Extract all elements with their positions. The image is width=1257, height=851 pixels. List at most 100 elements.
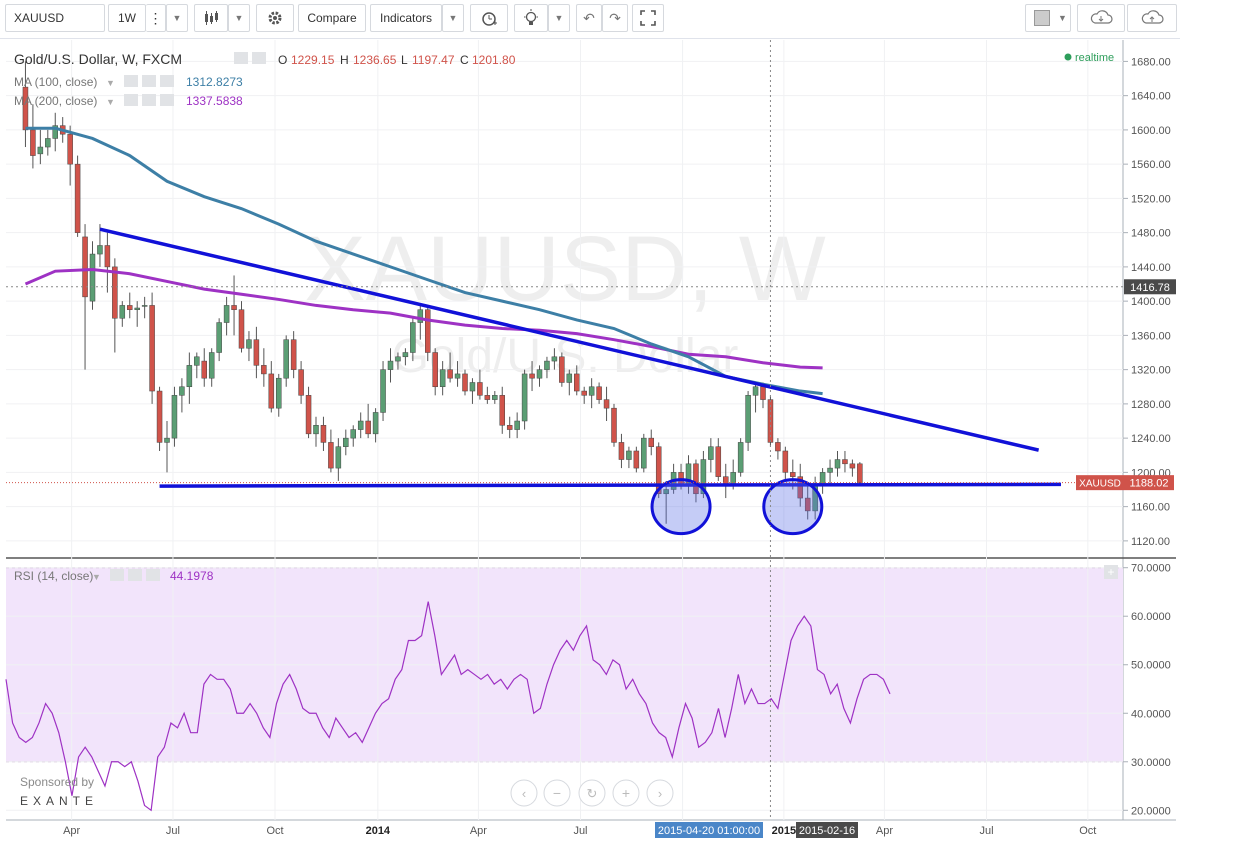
ma100-legend-chevron-icon[interactable]: ▼ xyxy=(106,78,115,88)
scroll-right-button[interactable] xyxy=(646,779,674,807)
crosshair-price-label: 1416.78 xyxy=(1130,282,1170,294)
candle-body xyxy=(268,373,275,409)
candle-body xyxy=(45,138,51,148)
rsi-tick-label: 50.0000 xyxy=(1131,660,1171,672)
candle-body xyxy=(313,425,319,435)
candle-body xyxy=(156,390,163,443)
alert-button[interactable] xyxy=(470,4,508,32)
candle-body xyxy=(52,125,58,139)
time-tick-label: 2014 xyxy=(366,825,391,837)
save-chart-button[interactable] xyxy=(1127,4,1177,32)
crosshair xyxy=(6,40,1123,820)
candle-body xyxy=(335,446,342,469)
candle xyxy=(313,416,319,447)
candle-body xyxy=(134,307,140,310)
compare-label: Compare xyxy=(307,11,357,25)
rsi-maximize-button[interactable] xyxy=(1104,565,1118,579)
candle-body xyxy=(417,309,424,323)
candle-body xyxy=(380,369,386,413)
candle xyxy=(201,348,207,387)
fullscreen-button[interactable] xyxy=(632,4,664,32)
candle xyxy=(127,292,133,319)
chart-style-chevron-icon[interactable]: ▼ xyxy=(228,4,250,32)
candle xyxy=(834,450,841,477)
square-icon xyxy=(1034,10,1050,26)
rsi-tick-label: 20.0000 xyxy=(1131,805,1171,817)
redo-button[interactable]: ↷ xyxy=(602,4,628,32)
candle-body xyxy=(30,129,36,156)
candle-body xyxy=(164,437,170,443)
candle xyxy=(290,331,297,379)
candle-body xyxy=(529,373,535,379)
indicators-chevron-icon[interactable]: ▼ xyxy=(442,4,464,32)
symbol-search-input[interactable]: XAUUSD xyxy=(5,4,105,32)
legend-title-buttons[interactable] xyxy=(234,52,266,64)
time-scale: AprJulOct2014AprJulOct2015AprJulOct xyxy=(63,825,1096,837)
ma200-legend-buttons[interactable] xyxy=(124,94,174,106)
candle-body xyxy=(588,386,595,396)
candle xyxy=(581,386,587,404)
candle xyxy=(67,125,73,186)
undo-icon: ↶ xyxy=(583,9,595,26)
more-intervals-icon[interactable]: ⋮ xyxy=(146,4,166,32)
time-tick-label: Apr xyxy=(63,825,80,837)
minus-icon: − xyxy=(553,785,561,801)
time-tick-label: 2015 xyxy=(772,825,796,837)
candle xyxy=(499,386,505,434)
candle-body xyxy=(477,382,483,396)
candle xyxy=(343,429,349,456)
candle-body xyxy=(804,497,811,512)
sponsor-label: Sponsored by xyxy=(20,775,94,789)
price-tick-label: 1640.00 xyxy=(1131,91,1171,103)
price-pane[interactable] xyxy=(6,40,1123,558)
candle xyxy=(37,129,44,165)
candle xyxy=(186,352,193,404)
candle xyxy=(52,112,58,152)
rsi-legend-chevron-icon[interactable]: ▼ xyxy=(92,572,101,582)
candle-body xyxy=(350,429,356,439)
color-picker-button[interactable]: ▼ xyxy=(1025,4,1071,32)
ohlc-high-label: H xyxy=(340,53,349,67)
ma200-legend-chevron-icon[interactable]: ▼ xyxy=(106,97,115,107)
indicators-label: Indicators xyxy=(379,11,433,25)
date-cursor-badge xyxy=(796,822,858,838)
scroll-left-button[interactable] xyxy=(510,779,538,807)
compare-button[interactable]: Compare xyxy=(298,4,366,32)
candle xyxy=(544,356,550,379)
interval-chevron-icon[interactable]: ▼ xyxy=(166,4,188,32)
candle xyxy=(380,361,386,422)
zoom-in-button[interactable] xyxy=(612,779,640,807)
candle-body xyxy=(790,472,796,477)
reset-button[interactable] xyxy=(578,779,606,807)
refresh-icon: ↻ xyxy=(587,786,598,801)
settings-button[interactable] xyxy=(256,4,294,32)
candle-body xyxy=(171,395,178,439)
candle xyxy=(305,386,312,439)
undo-button[interactable]: ↶ xyxy=(576,4,602,32)
zoom-out-button[interactable] xyxy=(543,779,571,807)
candles-icon xyxy=(205,11,218,25)
indicators-button[interactable]: Indicators xyxy=(370,4,442,32)
candle xyxy=(350,425,356,447)
chart-style-button[interactable] xyxy=(194,4,228,32)
candle-body xyxy=(596,386,602,400)
rsi-legend-buttons[interactable] xyxy=(110,569,160,581)
candle xyxy=(693,459,699,503)
interval-button[interactable]: 1W xyxy=(108,4,146,32)
load-chart-button[interactable] xyxy=(1077,4,1125,32)
rsi-tick-label: 70.0000 xyxy=(1131,563,1171,575)
candle-body xyxy=(37,146,44,155)
candle xyxy=(253,326,260,379)
candle xyxy=(112,258,118,353)
ohlc-low-label: L xyxy=(401,53,408,67)
candle-body xyxy=(305,395,312,435)
time-tick-label: Apr xyxy=(876,825,893,837)
candle-body xyxy=(283,339,289,379)
candle xyxy=(551,348,558,370)
ideas-chevron-icon[interactable]: ▼ xyxy=(548,4,570,32)
chart-area[interactable]: XAUUSD, W Gold/U.S. Dollar 1680.001640.0… xyxy=(0,38,1257,851)
ideas-button[interactable] xyxy=(514,4,548,32)
chevron-right-icon: › xyxy=(658,786,662,801)
candle xyxy=(574,365,580,396)
ma100-legend-buttons[interactable] xyxy=(124,75,174,87)
